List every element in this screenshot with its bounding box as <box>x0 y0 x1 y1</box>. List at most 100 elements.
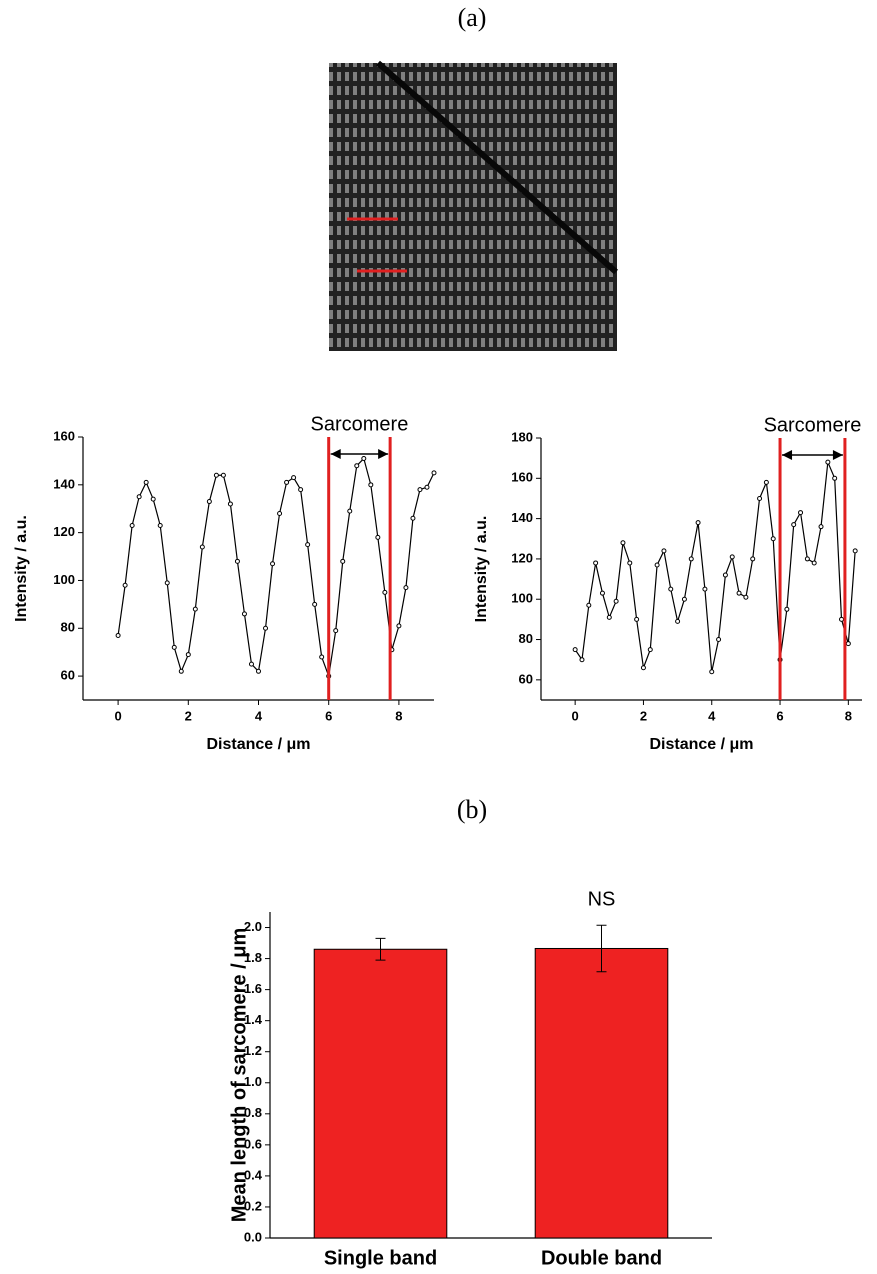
data-point <box>410 515 416 521</box>
y-tick-label: 140 <box>53 476 75 491</box>
y-tick-label: 0.2 <box>244 1198 262 1213</box>
x-tick-label: Double band <box>541 1247 662 1269</box>
panel-label: (b) <box>457 795 487 824</box>
data-point <box>213 472 219 478</box>
data-point <box>263 625 269 631</box>
data-point <box>620 540 626 546</box>
data-point <box>613 598 619 604</box>
y-tick-label: 0.8 <box>244 1105 262 1120</box>
x-tick-label: 0 <box>572 708 579 723</box>
data-point <box>340 558 346 564</box>
data-point <box>743 594 749 600</box>
data-point <box>763 479 769 485</box>
data-point <box>798 510 804 516</box>
data-point <box>811 560 817 566</box>
data-point <box>845 641 851 647</box>
data-point <box>277 511 283 517</box>
y-tick-label: 180 <box>511 429 533 444</box>
data-point <box>347 508 353 514</box>
y-tick-label: 60 <box>61 668 75 683</box>
data-point <box>627 560 633 566</box>
data-point <box>757 495 763 501</box>
data-point <box>171 644 177 650</box>
y-tick-label: 80 <box>61 620 75 635</box>
panel-label: (a) <box>458 3 487 32</box>
data-point <box>804 556 810 562</box>
data-point <box>192 606 198 612</box>
y-tick-label: 1.8 <box>244 950 262 965</box>
data-point <box>129 522 135 528</box>
data-line <box>117 457 435 677</box>
annotation: Sarcomere <box>764 414 862 436</box>
y-tick-label: 0.0 <box>244 1229 262 1244</box>
data-point <box>586 602 592 608</box>
annotation: Sarcomere <box>311 413 409 435</box>
x-tick-label: Single band <box>324 1247 437 1269</box>
data-point <box>270 561 276 567</box>
y-tick-label: 100 <box>511 591 533 606</box>
data-point <box>825 459 831 465</box>
data-point <box>681 596 687 602</box>
error-bar <box>596 924 607 973</box>
data-point <box>227 501 233 507</box>
data-point <box>333 628 339 634</box>
data-point <box>319 654 325 660</box>
x-tick-label: 2 <box>640 708 647 723</box>
data-point <box>361 456 367 462</box>
data-point <box>164 580 170 586</box>
data-point <box>832 475 838 481</box>
data-point <box>579 657 585 663</box>
data-point <box>722 572 728 578</box>
data-point <box>150 496 156 502</box>
data-point <box>572 647 578 653</box>
data-point <box>791 522 797 528</box>
data-point <box>606 614 612 620</box>
y-tick-label: 1.4 <box>244 1012 263 1027</box>
data-point <box>736 590 742 596</box>
data-point <box>241 611 247 617</box>
data-point <box>354 463 360 469</box>
data-point <box>431 470 437 476</box>
y-tick-label: 1.6 <box>244 981 262 996</box>
y-tick-label: 1.2 <box>244 1043 262 1058</box>
y-tick-label: 140 <box>511 510 533 525</box>
x-tick-label: 0 <box>114 708 121 723</box>
data-point <box>675 618 681 624</box>
data-point <box>122 582 128 588</box>
bar <box>534 947 669 1239</box>
y-tick-label: 120 <box>511 550 533 565</box>
data-point <box>312 601 318 607</box>
y-axis-label: Intensity / a.u. <box>473 516 490 623</box>
data-point <box>593 560 599 566</box>
data-point <box>729 554 735 560</box>
data-point <box>688 556 694 562</box>
data-point <box>234 558 240 564</box>
x-tick-label: 4 <box>255 708 263 723</box>
data-line <box>574 459 856 672</box>
data-point <box>668 586 674 592</box>
data-point <box>199 544 205 550</box>
data-point <box>185 652 191 658</box>
data-point <box>248 661 254 667</box>
x-tick-label: 8 <box>395 708 402 723</box>
y-tick-label: 160 <box>53 428 75 443</box>
data-point <box>206 499 212 505</box>
data-point <box>661 548 667 554</box>
y-tick-label: 80 <box>519 631 533 646</box>
data-point <box>784 606 790 612</box>
y-tick-label: 0.4 <box>244 1167 263 1182</box>
y-tick-label: 0.6 <box>244 1136 262 1151</box>
data-point <box>647 647 653 653</box>
data-point <box>654 562 660 568</box>
data-point <box>178 668 184 674</box>
data-point <box>709 669 715 675</box>
data-point <box>417 487 423 493</box>
x-axis-label: Distance / μm <box>649 736 753 753</box>
data-point <box>256 668 261 674</box>
data-point <box>396 623 402 629</box>
data-point <box>220 472 226 478</box>
data-point <box>750 556 756 562</box>
data-point <box>599 590 605 596</box>
micrograph <box>329 60 618 351</box>
data-point <box>716 637 722 643</box>
